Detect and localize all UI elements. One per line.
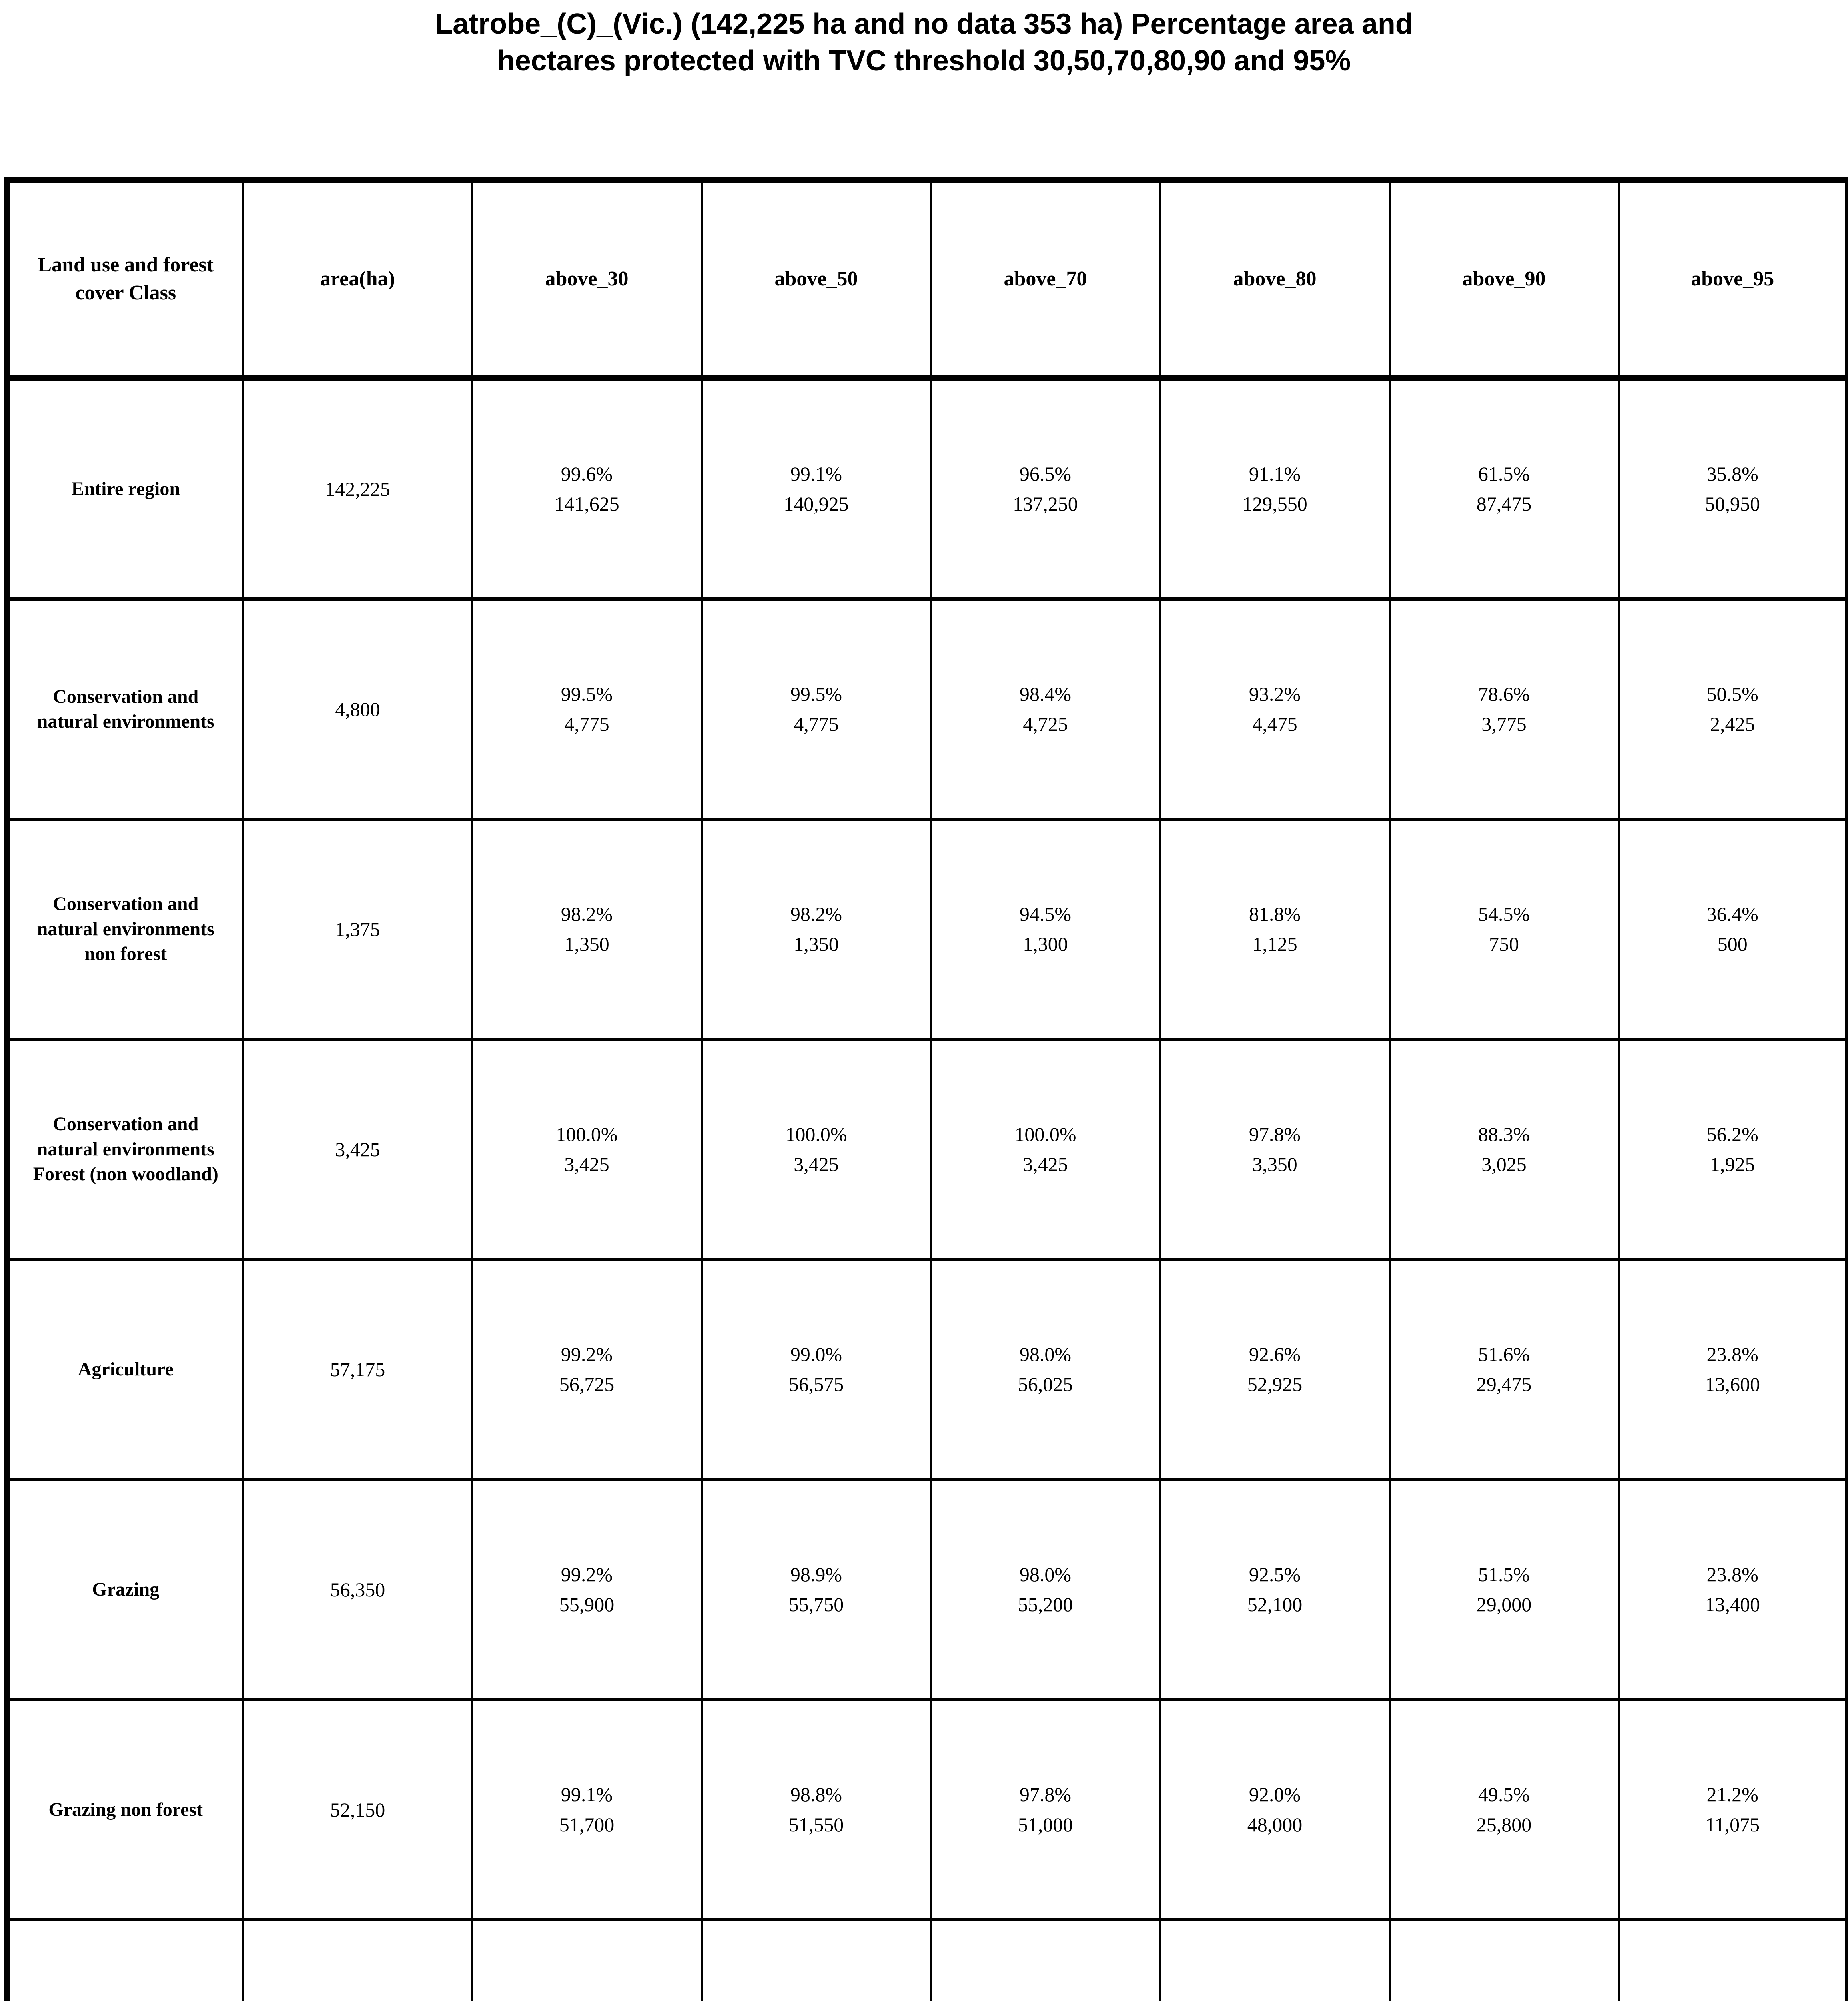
table-row: Conservation and natural environments no… [6, 818, 1848, 1039]
value-cell: 51.6% 29,475 [1388, 1258, 1619, 1480]
value-cell: 61.5% 87,475 [1388, 378, 1619, 599]
value-cell: 51.5% 29,000 [1388, 1478, 1619, 1700]
value-cell: 81.8% 1,125 [1159, 818, 1389, 1039]
row-label: Grazing non forest [6, 1698, 243, 1920]
value-cell: 56.2% 1,925 [1618, 1038, 1848, 1259]
value-cell: 98.8% 51,550 [700, 1698, 931, 1920]
value-cell: 99.5% 4,775 [471, 597, 702, 819]
value-cell: 21.2% 11,075 [1618, 1698, 1848, 1920]
value-cell: 54.5% 750 [1388, 818, 1619, 1039]
row-label: Agriculture [6, 1258, 243, 1480]
col-header-above-70: above_70 [930, 180, 1160, 381]
value-cell: 98.0% 55,200 [930, 1478, 1160, 1700]
value-cell: 99.6% 141,625 [471, 378, 702, 599]
value-cell: 99.1% 140,925 [700, 378, 931, 599]
area-cell: 52,150 [242, 1698, 472, 1920]
value-cell: 91.1% 129,550 [1159, 378, 1389, 599]
table-row: Grazing - Forest (non woodland) 4,200 10… [6, 1918, 1848, 2001]
value-cell: 97.8% 51,000 [930, 1698, 1160, 1920]
col-header-class: Land use and forest cover Class [6, 180, 243, 381]
value-cell: 97.8% 3,350 [1159, 1038, 1389, 1259]
value-cell: 100.0% 3,425 [471, 1038, 702, 1259]
row-label: Grazing - Forest (non woodland) [6, 1918, 243, 2001]
value-cell: 98.4% 4,725 [930, 597, 1160, 819]
table-row: Conservation and natural environments 4,… [6, 597, 1848, 819]
row-label: Conservation and natural environments [6, 597, 243, 819]
col-header-above-30: above_30 [471, 180, 702, 381]
value-cell: 92.5% 52,100 [1159, 1478, 1389, 1700]
area-cell: 4,800 [242, 597, 472, 819]
row-label: Conservation and natural environments no… [6, 818, 243, 1039]
value-cell: 100.0% 4,200 [700, 1918, 931, 2001]
value-cell: 98.0% 56,025 [930, 1258, 1160, 1480]
value-cell: 93.2% 4,475 [1159, 597, 1389, 819]
value-cell: 100.0% 3,425 [930, 1038, 1160, 1259]
value-cell: 94.5% 1,300 [930, 818, 1160, 1039]
value-cell: 99.1% 51,700 [471, 1698, 702, 1920]
row-label: Grazing [6, 1478, 243, 1700]
value-cell: 99.5% 4,775 [700, 597, 931, 819]
row-label: Entire region [6, 378, 243, 599]
value-cell: 99.2% 56,725 [471, 1258, 702, 1480]
col-header-above-95: above_95 [1618, 180, 1848, 381]
value-cell: 99.0% 56,575 [700, 1258, 931, 1480]
row-label: Conservation and natural environments Fo… [6, 1038, 243, 1259]
col-header-above-90: above_90 [1388, 180, 1619, 381]
table-row: Agriculture 57,175 99.2% 56,725 99.0% 56… [6, 1258, 1848, 1480]
value-cell: 100.0% 3,425 [700, 1038, 931, 1259]
value-cell: 23.8% 13,600 [1618, 1258, 1848, 1480]
value-cell: 92.6% 52,925 [1159, 1258, 1389, 1480]
page-title-line1: Latrobe_(C)_(Vic.) (142,225 ha and no da… [435, 8, 1413, 40]
value-cell: 23.8% 13,400 [1618, 1478, 1848, 1700]
value-cell: 49.5% 25,800 [1388, 1698, 1619, 1920]
value-cell: 98.2% 1,350 [471, 818, 702, 1039]
area-cell: 56,350 [242, 1478, 472, 1700]
col-header-area: area(ha) [242, 180, 472, 381]
area-cell: 57,175 [242, 1258, 472, 1480]
tvc-threshold-table: Land use and forest cover Class area(ha)… [4, 177, 1848, 2001]
value-cell: 50.5% 2,425 [1618, 597, 1848, 819]
table-row: Entire region 142,225 99.6% 141,625 99.1… [6, 378, 1848, 599]
table-row: Conservation and natural environments Fo… [6, 1038, 1848, 1259]
area-cell: 3,425 [242, 1038, 472, 1259]
value-cell: 92.0% 48,000 [1159, 1698, 1389, 1920]
page-title-line2: hectares protected with TVC threshold 30… [497, 45, 1351, 77]
value-cell: 36.4% 500 [1618, 818, 1848, 1039]
page-title: Latrobe_(C)_(Vic.) (142,225 ha and no da… [0, 6, 1848, 79]
area-cell: 4,200 [242, 1918, 472, 2001]
value-cell: 96.5% 137,250 [930, 378, 1160, 599]
area-cell: 142,225 [242, 378, 472, 599]
table-row: Grazing non forest 52,150 99.1% 51,700 9… [6, 1698, 1848, 1920]
header-row: Land use and forest cover Class area(ha)… [6, 180, 1848, 381]
value-cell: 88.3% 3,025 [1388, 1038, 1619, 1259]
value-cell: 100.0% 4,200 [471, 1918, 702, 2001]
area-cell: 1,375 [242, 818, 472, 1039]
value-cell: 98.9% 55,750 [700, 1478, 931, 1700]
col-header-above-50: above_50 [700, 180, 931, 381]
value-cell: 76.2% 3,200 [1388, 1918, 1619, 2001]
value-cell: 97.6% 4,100 [1159, 1918, 1389, 2001]
value-cell: 98.2% 1,350 [700, 818, 931, 1039]
table-row: Grazing 56,350 99.2% 55,900 98.9% 55,750… [6, 1478, 1848, 1700]
col-header-above-80: above_80 [1159, 180, 1389, 381]
value-cell: 100.0% 4,200 [930, 1918, 1160, 2001]
value-cell: 78.6% 3,775 [1388, 597, 1619, 819]
value-cell: 99.2% 55,900 [471, 1478, 702, 1700]
value-cell: 55.4% 2,325 [1618, 1918, 1848, 2001]
value-cell: 35.8% 50,950 [1618, 378, 1848, 599]
